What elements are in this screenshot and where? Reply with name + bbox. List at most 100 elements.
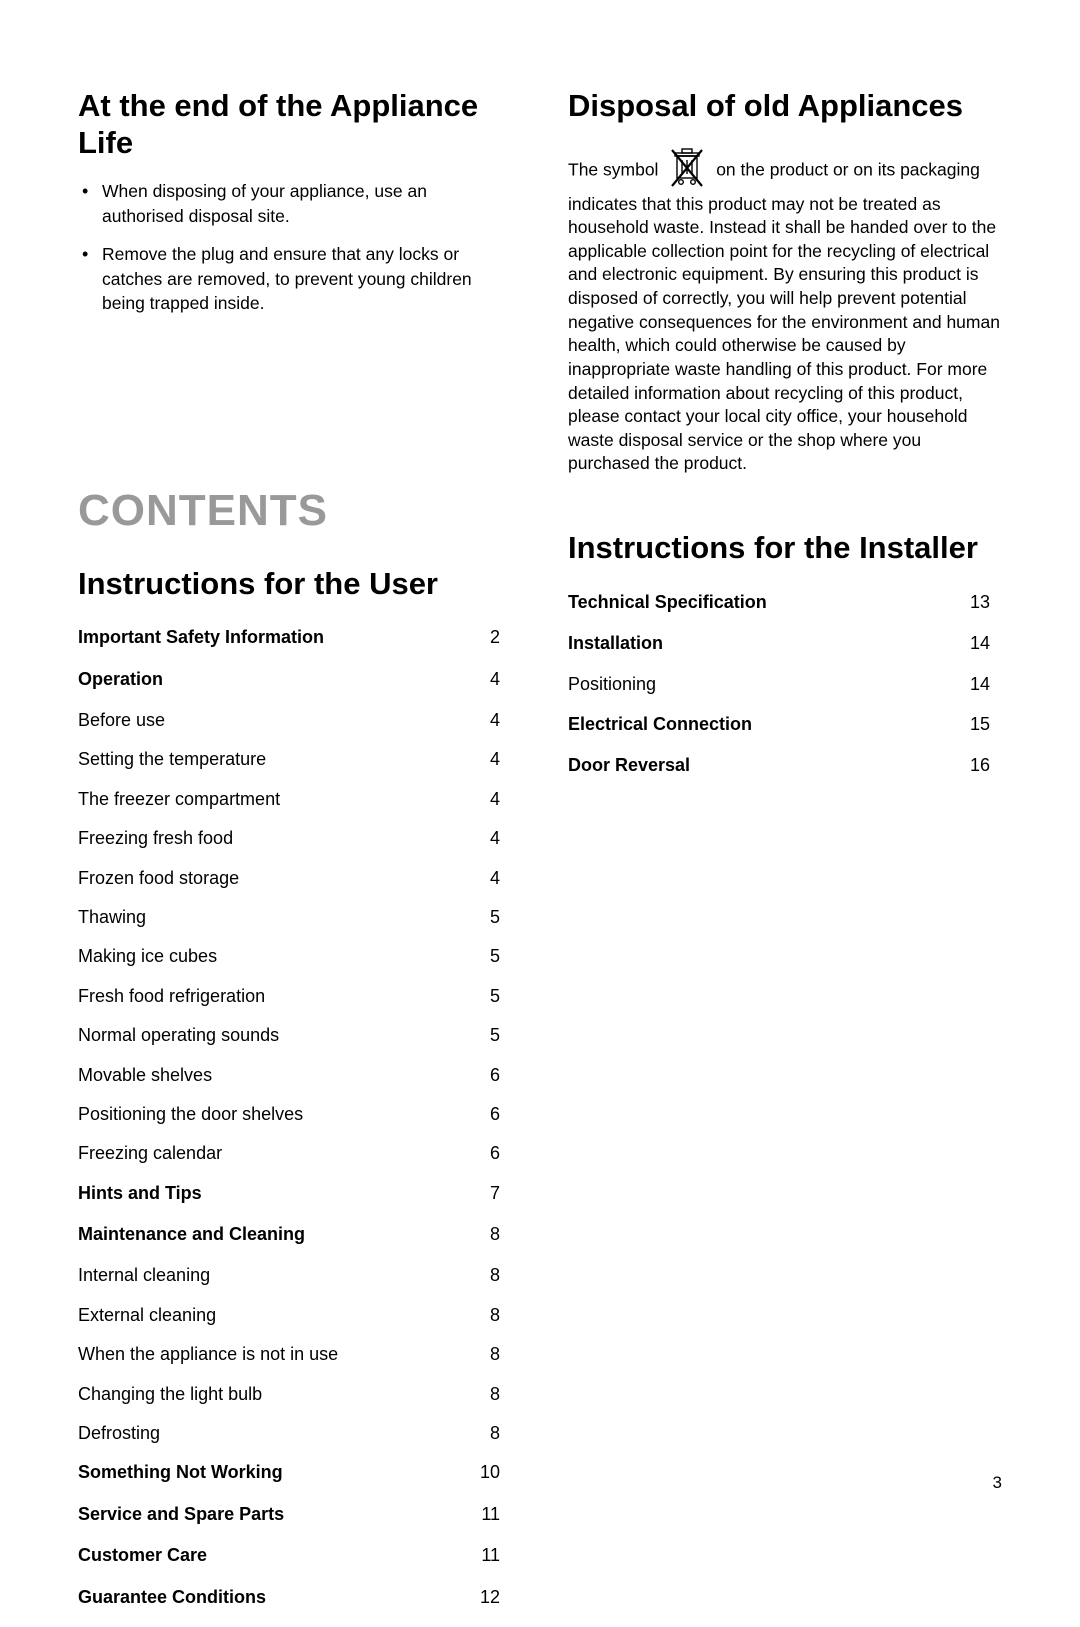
toc-label: Hints and Tips [78, 1182, 202, 1205]
toc-label: Setting the temperature [78, 748, 266, 771]
toc-row: Normal operating sounds 5 [78, 1024, 512, 1047]
toc-label: Freezing calendar [78, 1142, 222, 1165]
toc-page: 8 [490, 1304, 512, 1327]
toc-page: 4 [490, 709, 512, 732]
toc-row: Fresh food refrigeration 5 [78, 985, 512, 1008]
toc-page: 13 [970, 591, 1002, 614]
toc-label: Positioning the door shelves [78, 1103, 303, 1126]
weee-bin-icon [667, 146, 707, 190]
toc-label: The freezer compartment [78, 788, 280, 811]
toc-row: Maintenance and Cleaning 8 [78, 1223, 512, 1246]
toc-label: Guarantee Conditions [78, 1586, 266, 1609]
toc-label: Changing the light bulb [78, 1383, 262, 1406]
toc-page: 6 [490, 1064, 512, 1087]
toc-row: Defrosting 8 [78, 1422, 512, 1445]
bullet-item: When disposing of your appliance, use an… [78, 179, 512, 228]
toc-row: Freezing calendar 6 [78, 1142, 512, 1165]
appliance-life-bullets: When disposing of your appliance, use an… [78, 179, 512, 316]
toc-label: Something Not Working [78, 1461, 283, 1484]
toc-row: Internal cleaning 8 [78, 1264, 512, 1287]
toc-page: 2 [490, 626, 512, 649]
toc-row: Thawing 5 [78, 906, 512, 929]
toc-row: Guarantee Conditions 12 [78, 1586, 512, 1609]
toc-row: Service and Spare Parts11 [78, 1503, 512, 1526]
toc-page: 8 [490, 1343, 512, 1366]
toc-row: Changing the light bulb 8 [78, 1383, 512, 1406]
user-instructions-heading: Instructions for the User [78, 566, 512, 603]
toc-page: 8 [490, 1223, 512, 1246]
toc-label: Operation [78, 668, 163, 691]
toc-label: Before use [78, 709, 165, 732]
toc-label: Customer Care [78, 1544, 207, 1567]
toc-page: 10 [480, 1461, 512, 1484]
toc-row: The freezer compartment 4 [78, 788, 512, 811]
toc-row: Important Safety Information2 [78, 626, 512, 649]
toc-label: External cleaning [78, 1304, 216, 1327]
right-column: Disposal of old Appliances The symbol [568, 88, 1002, 1627]
toc-page: 7 [490, 1182, 512, 1205]
toc-page: 8 [490, 1383, 512, 1406]
toc-label: Movable shelves [78, 1064, 212, 1087]
toc-page: 4 [490, 748, 512, 771]
toc-page: 4 [490, 867, 512, 890]
toc-label: Fresh food refrigeration [78, 985, 265, 1008]
toc-page: 14 [970, 673, 1002, 696]
toc-row: Installation 14 [568, 632, 1002, 655]
toc-page: 4 [490, 827, 512, 850]
toc-page: 12 [480, 1586, 512, 1609]
toc-label: Positioning [568, 673, 656, 696]
toc-row: Setting the temperature 4 [78, 748, 512, 771]
page-number: 3 [993, 1473, 1002, 1493]
toc-page: 5 [490, 906, 512, 929]
toc-row: Hints and Tips 7 [78, 1182, 512, 1205]
toc-row: Operation4 [78, 668, 512, 691]
toc-label: Installation [568, 632, 663, 655]
toc-row: Positioning 14 [568, 673, 1002, 696]
toc-row: Customer Care 11 [78, 1544, 512, 1567]
disposal-heading: Disposal of old Appliances [568, 88, 1002, 125]
toc-page: 11 [481, 1544, 512, 1567]
toc-row: Making ice cubes 5 [78, 945, 512, 968]
disposal-text-after: on the product or on its packaging indic… [568, 159, 1000, 473]
toc-label: Maintenance and Cleaning [78, 1223, 305, 1246]
toc-row: Something Not Working 10 [78, 1461, 512, 1484]
toc-page: 14 [970, 632, 1002, 655]
toc-row: Technical Specification13 [568, 591, 1002, 614]
appliance-life-heading: At the end of the Appliance Life [78, 88, 512, 161]
disposal-paragraph: The symbol [568, 149, 1002, 477]
toc-page: 8 [490, 1422, 512, 1445]
toc-page: 5 [490, 945, 512, 968]
toc-label: Internal cleaning [78, 1264, 210, 1287]
contents-heading: CONTENTS [78, 486, 512, 536]
toc-label: Thawing [78, 906, 146, 929]
toc-label: When the appliance is not in use [78, 1343, 338, 1366]
toc-row: Positioning the door shelves 6 [78, 1103, 512, 1126]
toc-row: External cleaning 8 [78, 1304, 512, 1327]
toc-row: When the appliance is not in use 8 [78, 1343, 512, 1366]
toc-page: 15 [970, 713, 1002, 736]
toc-row: Freezing fresh food 4 [78, 827, 512, 850]
toc-label: Freezing fresh food [78, 827, 233, 850]
toc-page: 11 [481, 1503, 512, 1526]
toc-row: Movable shelves 6 [78, 1064, 512, 1087]
toc-label: Making ice cubes [78, 945, 217, 968]
toc-page: 4 [490, 788, 512, 811]
toc-row: Electrical Connection 15 [568, 713, 1002, 736]
toc-page: 16 [970, 754, 1002, 777]
toc-label: Door Reversal [568, 754, 690, 777]
toc-user-list: Important Safety Information2Operation4B… [78, 626, 512, 1609]
toc-page: 5 [490, 1024, 512, 1047]
toc-label: Normal operating sounds [78, 1024, 279, 1047]
toc-installer-list: Technical Specification13Installation14P… [568, 591, 1002, 778]
toc-page: 6 [490, 1142, 512, 1165]
toc-label: Defrosting [78, 1422, 160, 1445]
toc-row: Before use 4 [78, 709, 512, 732]
toc-row: Frozen food storage 4 [78, 867, 512, 890]
toc-label: Frozen food storage [78, 867, 239, 890]
disposal-text-before: The symbol [568, 159, 658, 179]
toc-page: 8 [490, 1264, 512, 1287]
toc-label: Electrical Connection [568, 713, 752, 736]
installer-instructions-heading: Instructions for the Installer [568, 530, 1002, 567]
toc-page: 5 [490, 985, 512, 1008]
toc-page: 6 [490, 1103, 512, 1126]
